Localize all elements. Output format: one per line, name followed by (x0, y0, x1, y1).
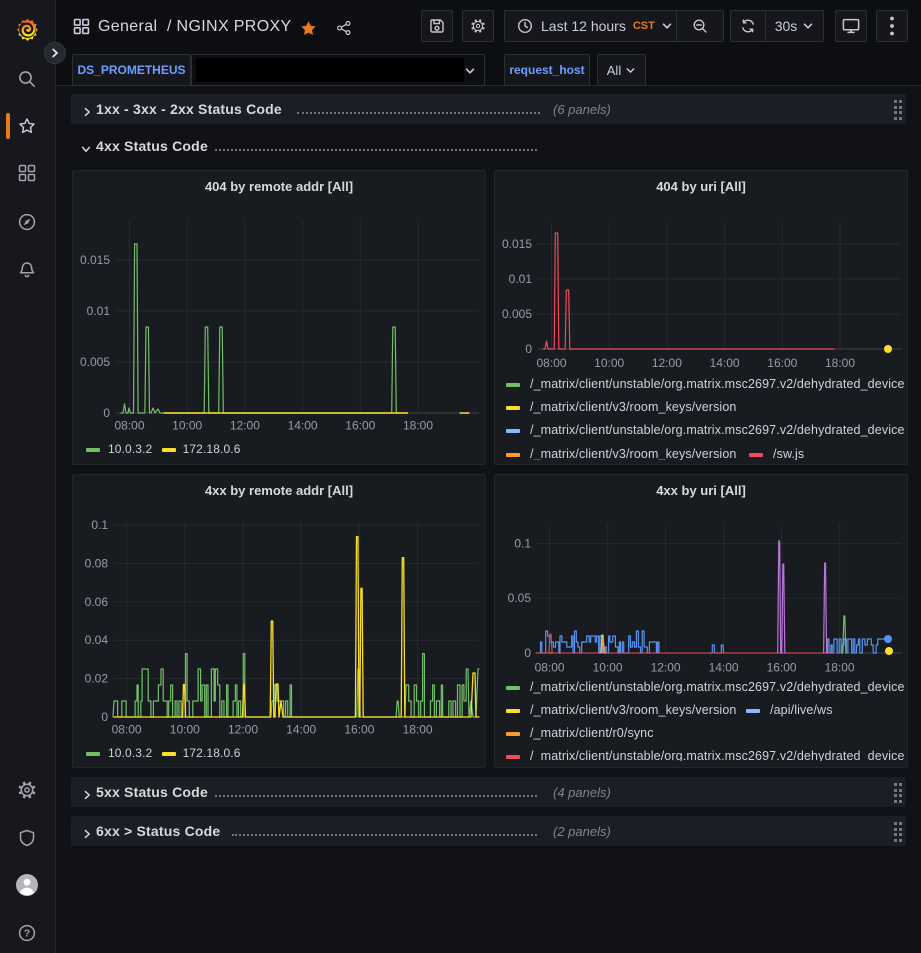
svg-text:0.02: 0.02 (85, 672, 109, 686)
svg-text:?: ? (24, 928, 30, 940)
svg-text:12:00: 12:00 (230, 419, 260, 433)
svg-text:16:00: 16:00 (767, 356, 797, 370)
svg-text:0.005: 0.005 (80, 355, 110, 369)
svg-text:16:00: 16:00 (345, 419, 375, 433)
svg-text:10:00: 10:00 (593, 661, 623, 675)
svg-text:16:00: 16:00 (344, 723, 374, 737)
svg-text:14:00: 14:00 (710, 356, 740, 370)
svg-text:12:00: 12:00 (652, 356, 682, 370)
svg-text:0.1: 0.1 (91, 518, 108, 532)
svg-text:14:00: 14:00 (286, 723, 316, 737)
svg-text:18:00: 18:00 (825, 356, 855, 370)
svg-text:14:00: 14:00 (709, 661, 739, 675)
svg-text:18:00: 18:00 (403, 723, 433, 737)
svg-text:0.01: 0.01 (509, 272, 533, 286)
svg-text:0: 0 (103, 406, 110, 420)
svg-text:0: 0 (101, 710, 108, 724)
svg-text:0.04: 0.04 (85, 633, 109, 647)
svg-text:0.015: 0.015 (80, 253, 110, 267)
svg-text:18:00: 18:00 (403, 419, 433, 433)
svg-text:08:00: 08:00 (536, 356, 566, 370)
svg-text:10:00: 10:00 (172, 419, 202, 433)
svg-text:16:00: 16:00 (767, 661, 797, 675)
svg-text:10:00: 10:00 (170, 723, 200, 737)
svg-text:0.1: 0.1 (514, 536, 531, 550)
svg-text:10:00: 10:00 (594, 356, 624, 370)
svg-text:12:00: 12:00 (651, 661, 681, 675)
svg-text:08:00: 08:00 (535, 661, 565, 675)
svg-text:0.05: 0.05 (508, 591, 532, 605)
svg-text:0.06: 0.06 (85, 595, 109, 609)
svg-text:18:00: 18:00 (825, 661, 855, 675)
svg-text:0.015: 0.015 (502, 237, 532, 251)
svg-text:0.08: 0.08 (85, 556, 109, 570)
svg-text:0.01: 0.01 (87, 304, 111, 318)
svg-text:0: 0 (525, 342, 532, 356)
svg-text:08:00: 08:00 (112, 723, 142, 737)
svg-text:0.005: 0.005 (502, 307, 532, 321)
svg-text:0: 0 (524, 646, 531, 660)
svg-text:08:00: 08:00 (114, 419, 144, 433)
svg-text:14:00: 14:00 (288, 419, 318, 433)
svg-text:12:00: 12:00 (228, 723, 258, 737)
